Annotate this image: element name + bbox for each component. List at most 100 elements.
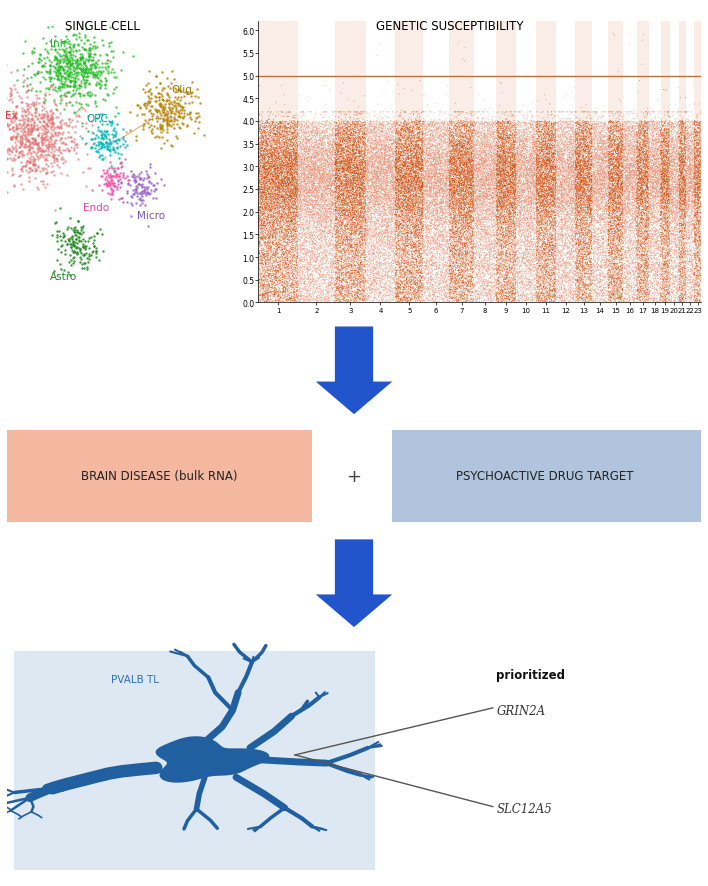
Point xyxy=(564,180,575,194)
Point xyxy=(677,262,688,276)
Point xyxy=(671,167,683,182)
Point xyxy=(74,48,86,62)
Point xyxy=(269,255,280,269)
Point xyxy=(692,115,703,129)
Point xyxy=(312,216,324,230)
Point xyxy=(533,173,544,187)
Point xyxy=(276,136,287,150)
Point xyxy=(556,213,568,227)
Point xyxy=(312,162,323,176)
Point xyxy=(449,168,460,183)
Point xyxy=(278,191,289,206)
Point xyxy=(431,198,442,212)
Point xyxy=(677,164,688,178)
Point xyxy=(385,276,396,291)
Point xyxy=(578,262,590,276)
Point xyxy=(442,183,454,198)
Point xyxy=(556,136,568,150)
Point xyxy=(661,123,672,137)
Point xyxy=(693,159,704,173)
Point xyxy=(393,276,404,290)
Point xyxy=(314,147,325,161)
Point xyxy=(675,222,687,237)
Point xyxy=(528,247,539,261)
Point xyxy=(86,133,98,147)
Point xyxy=(364,180,375,194)
Point xyxy=(635,236,646,250)
Point xyxy=(596,274,607,288)
Point xyxy=(437,144,448,158)
Point xyxy=(430,162,441,176)
Point xyxy=(262,289,273,303)
Point xyxy=(627,243,638,257)
Point xyxy=(443,264,455,278)
Point xyxy=(408,158,419,172)
Point xyxy=(549,228,561,242)
Point xyxy=(282,237,293,252)
Point xyxy=(695,212,707,226)
Point xyxy=(257,143,268,157)
Point xyxy=(355,182,367,196)
Point xyxy=(506,285,517,299)
Point xyxy=(651,233,663,247)
Point xyxy=(441,176,452,190)
Point xyxy=(392,173,403,187)
Point xyxy=(280,151,291,165)
Point xyxy=(465,218,476,232)
Point xyxy=(327,198,338,213)
Point xyxy=(270,227,281,241)
Point xyxy=(658,150,669,164)
Point xyxy=(682,202,693,216)
Point xyxy=(258,175,269,189)
Point xyxy=(534,194,545,208)
Point xyxy=(652,213,663,227)
Point xyxy=(536,163,547,177)
Point xyxy=(453,273,464,287)
Point xyxy=(327,154,338,168)
Point xyxy=(600,200,611,214)
Point xyxy=(695,144,706,159)
Point xyxy=(486,173,497,187)
Point xyxy=(573,190,585,204)
Point xyxy=(375,246,387,260)
Point xyxy=(578,195,589,209)
Point xyxy=(613,164,624,178)
Point xyxy=(550,226,561,240)
Point xyxy=(309,241,320,255)
Point xyxy=(263,133,274,147)
Point xyxy=(378,281,389,295)
Point xyxy=(690,157,701,171)
Point xyxy=(438,117,450,131)
Point xyxy=(656,212,668,226)
Point xyxy=(692,133,703,147)
Point xyxy=(627,120,639,134)
Point xyxy=(526,131,537,145)
Point xyxy=(379,140,391,154)
Point xyxy=(496,166,507,180)
Point xyxy=(372,252,383,266)
Point xyxy=(455,198,467,213)
Point xyxy=(291,244,302,258)
Point xyxy=(284,169,295,183)
Point xyxy=(435,242,446,256)
Point xyxy=(604,120,615,135)
Point xyxy=(316,208,328,222)
Point xyxy=(482,172,493,186)
Point xyxy=(639,130,650,144)
Point xyxy=(360,185,372,199)
Point xyxy=(282,176,293,190)
Point xyxy=(440,185,452,199)
Point xyxy=(59,89,70,104)
Point xyxy=(601,148,612,162)
Point xyxy=(668,172,679,186)
Point xyxy=(520,281,531,295)
Point xyxy=(582,172,593,186)
Point xyxy=(590,149,602,163)
Point xyxy=(461,211,472,225)
Point xyxy=(285,246,297,260)
Point xyxy=(639,192,651,206)
Point xyxy=(258,144,270,158)
Point xyxy=(488,237,499,252)
Point xyxy=(383,253,394,267)
Point xyxy=(280,161,291,175)
